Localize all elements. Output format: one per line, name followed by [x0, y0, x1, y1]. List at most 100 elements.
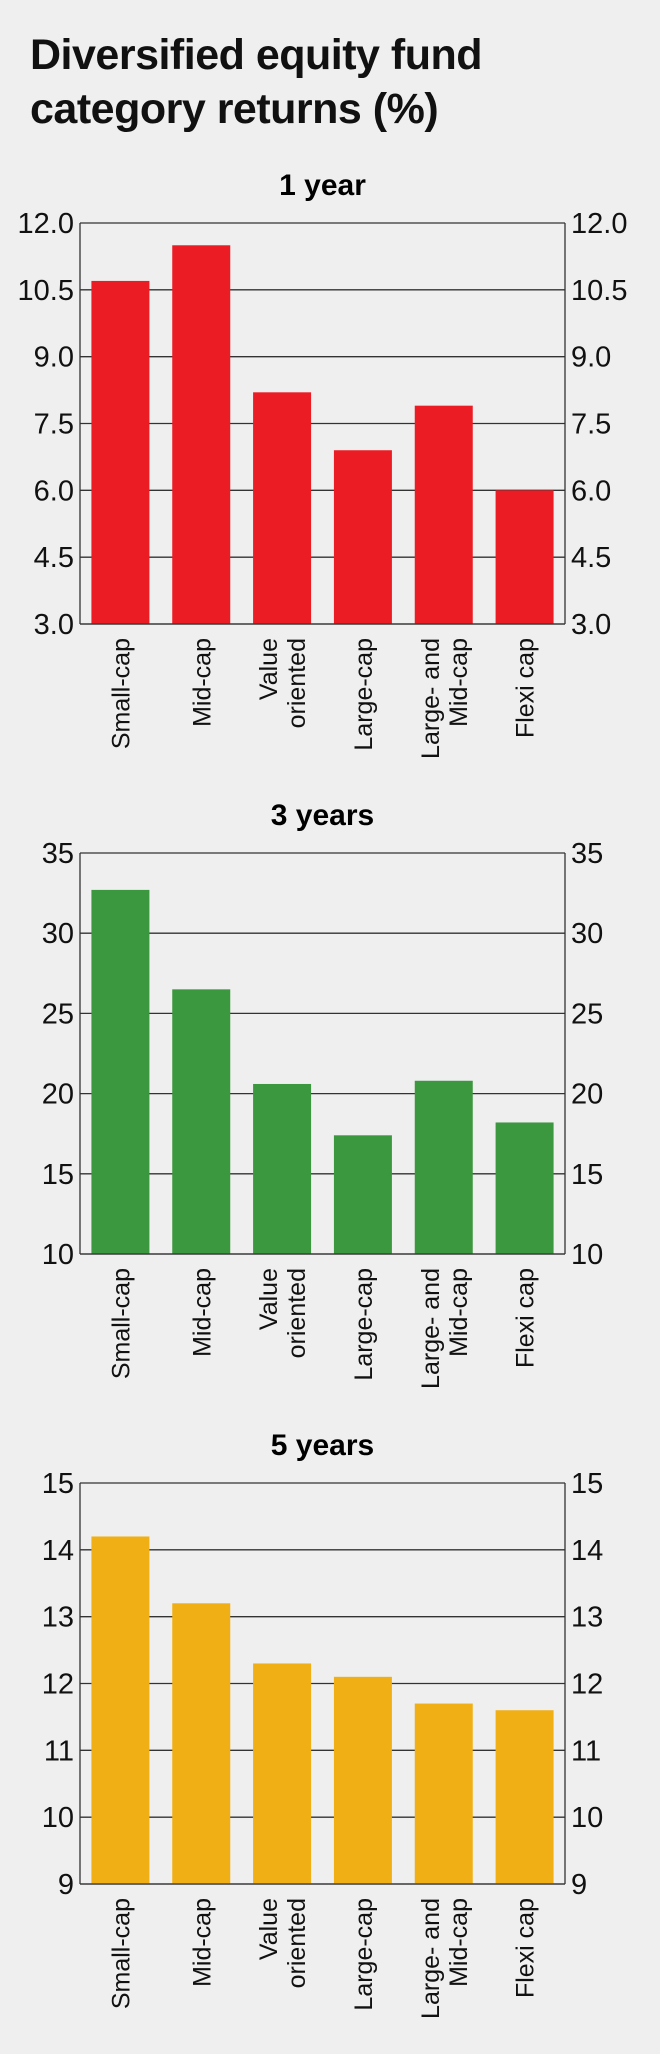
chart-1-year: 1 year 3.0 3.0 4.5 4.5 6.0 6.0 7.5 7.5 9.0 9.0 10.5…	[0, 150, 660, 770]
chart-1-year-ytick-right: 12.0	[571, 208, 627, 240]
chart-1-year-xlabel-flexi-cap: Flexi cap	[512, 638, 540, 738]
chart-3-years-bar-large-and-mid-cap	[414, 1080, 473, 1254]
chart-5-years-bar-small-cap	[91, 1536, 150, 1884]
chart-1-year-ytick-left: 3.0	[34, 609, 74, 641]
chart-1-year-bar-mid-cap	[172, 245, 231, 624]
chart-1-year-xlabel-line: Value	[255, 638, 283, 700]
chart-1-year-ytick-left: 10.5	[18, 275, 74, 307]
chart-1-year-xlabel-line: Large- and	[417, 638, 445, 759]
chart-5-years-bar-large-and-mid-cap	[414, 1703, 473, 1884]
chart-1-year-ytick-left: 9.0	[34, 342, 74, 374]
chart-5-years-xlabel-large-and-mid-cap: Large- and Mid-cap	[417, 1898, 473, 2019]
chart-1-year-xlabel-line: Flexi cap	[512, 638, 540, 738]
chart-3-years-bar-value-oriented	[253, 1083, 312, 1254]
chart-3-years-xlabel-small-cap: Small-cap	[107, 1268, 135, 1379]
chart-3-years-xlabel-line: Small-cap	[107, 1268, 135, 1379]
chart-5-years-ytick-right: 14	[571, 1535, 603, 1567]
chart-1-year-xlabel-line: Small-cap	[107, 638, 135, 749]
chart-1-year-ytick-left: 12.0	[18, 208, 74, 240]
chart-3-years-ytick-right: 30	[571, 918, 603, 950]
chart-1-year-ytick-right: 9.0	[571, 342, 611, 374]
chart-5-years-xlabel-flexi-cap: Flexi cap	[512, 1898, 540, 1998]
chart-5-years-ytick-left: 13	[42, 1602, 74, 1634]
chart-3-years-ytick-left: 15	[42, 1159, 74, 1191]
chart-3-years-ytick-right: 15	[571, 1159, 603, 1191]
chart-5-years-ytick-right: 10	[571, 1802, 603, 1834]
chart-5-years-xlabel-line: Mid-cap	[445, 1898, 473, 1987]
chart-1-year-bar-value-oriented	[253, 392, 312, 624]
chart-5-years-title: 5 years	[271, 1429, 374, 1462]
chart-3-years-bar-large-cap	[333, 1135, 392, 1254]
chart-5-years-ytick-left: 15	[42, 1468, 74, 1500]
chart-1-year-xlabel-value-oriented: Value oriented	[255, 638, 311, 728]
chart-3-years-ytick-right: 35	[571, 838, 603, 870]
chart-3-years-ytick-left: 25	[42, 998, 74, 1030]
chart-5-years-xlabel-line: Large- and	[417, 1898, 445, 2019]
chart-3-years-bar-flexi-cap	[495, 1122, 554, 1254]
chart-1-year-ytick-right: 7.5	[571, 409, 611, 441]
chart-1-year-xlabel-line: oriented	[283, 638, 311, 728]
chart-3-years-xlabel-line: Large- and	[417, 1268, 445, 1389]
chart-1-year-bar-small-cap	[91, 280, 150, 624]
chart-1-year-bar-large-cap	[333, 450, 392, 624]
chart-5-years-xlabel-value-oriented: Value oriented	[255, 1898, 311, 1988]
chart-5-years-ytick-right: 12	[571, 1669, 603, 1701]
chart-5-years-bar-flexi-cap	[495, 1710, 554, 1884]
chart-5-years-xlabel-small-cap: Small-cap	[107, 1898, 135, 2009]
chart-1-year-xlabel-large-cap: Large-cap	[350, 638, 378, 751]
chart-5-years-ytick-left: 9	[58, 1869, 74, 1901]
chart-5-years-xlabel-line: Value	[255, 1898, 283, 1960]
chart-5-years-ytick-right: 9	[571, 1869, 587, 1901]
chart-5-years-ytick-right: 11	[571, 1735, 601, 1767]
chart-1-year-bar-large-and-mid-cap	[414, 405, 473, 624]
chart-3-years-ytick-right: 10	[571, 1239, 603, 1271]
chart-5-years-xlabel-line: Large-cap	[350, 1898, 378, 2011]
chart-1-year-xlabel-small-cap: Small-cap	[107, 638, 135, 749]
chart-1-year-xlabel-line: Large-cap	[350, 638, 378, 751]
chart-1-year-ytick-left: 7.5	[34, 409, 74, 441]
chart-5-years-xlabel-line: Mid-cap	[188, 1898, 216, 1987]
chart-5-years-xlabel-large-cap: Large-cap	[350, 1898, 378, 2011]
chart-3-years-xlabel-value-oriented: Value oriented	[255, 1268, 311, 1358]
chart-5-years-ytick-right: 13	[571, 1602, 603, 1634]
chart-5-years-ytick-left: 11	[44, 1735, 74, 1767]
chart-5-years-xlabel-line: oriented	[283, 1898, 311, 1988]
chart-3-years-xlabel-line: Mid-cap	[445, 1268, 473, 1357]
chart-3-years-xlabel-flexi-cap: Flexi cap	[512, 1268, 540, 1368]
chart-3-years-ytick-right: 25	[571, 998, 603, 1030]
chart-3-years-ytick-left: 10	[42, 1239, 74, 1271]
chart-5-years-xlabel-mid-cap: Mid-cap	[188, 1898, 216, 1987]
chart-3-years-xlabel-line: Mid-cap	[188, 1268, 216, 1357]
chart-3-years-xlabel-line: Large-cap	[350, 1268, 378, 1381]
chart-1-year-bar-flexi-cap	[495, 490, 554, 624]
chart-3-years-xlabel-line: oriented	[283, 1268, 311, 1358]
chart-5-years-xlabel-line: Small-cap	[107, 1898, 135, 2009]
chart-5-years-bar-mid-cap	[172, 1603, 231, 1884]
chart-1-year-xlabel-large-and-mid-cap: Large- and Mid-cap	[417, 638, 473, 759]
chart-5-years-xlabel-line: Flexi cap	[512, 1898, 540, 1998]
chart-3-years-ytick-left: 35	[42, 838, 74, 870]
chart-1-year-ytick-right: 4.5	[571, 542, 611, 574]
chart-3-years-xlabel-line: Value	[255, 1268, 283, 1330]
chart-3-years-ytick-right: 20	[571, 1079, 603, 1111]
chart-3-years-title: 3 years	[271, 799, 374, 832]
chart-5-years-svg: 5 years 9 9 10 10 11 11 12 12 13 13 14 14 15 15 Small-c…	[42, 1429, 604, 2019]
chart-3-years-bar-mid-cap	[172, 989, 231, 1254]
chart-3-years-ytick-left: 30	[42, 918, 74, 950]
chart-3-years-svg: 3 years 10 10 15 15 20 20 25 25 30 30 35 35 Small-cap…	[42, 799, 604, 1389]
chart-3-years-ytick-left: 20	[42, 1079, 74, 1111]
chart-5-years-ytick-left: 10	[42, 1802, 74, 1834]
chart-5-years-ytick-left: 14	[42, 1535, 74, 1567]
chart-1-year-ytick-left: 6.0	[34, 475, 74, 507]
chart-5-years-ytick-right: 15	[571, 1468, 603, 1500]
chart-3-years-xlabel-mid-cap: Mid-cap	[188, 1268, 216, 1357]
chart-1-year-xlabel-line: Mid-cap	[445, 638, 473, 727]
chart-3-years-xlabel-large-cap: Large-cap	[350, 1268, 378, 1381]
chart-5-years-ytick-left: 12	[42, 1669, 74, 1701]
chart-1-year-ytick-right: 10.5	[571, 275, 627, 307]
chart-1-year-ytick-right: 6.0	[571, 475, 611, 507]
chart-1-year-xlabel-mid-cap: Mid-cap	[188, 638, 216, 727]
chart-1-year-svg: 1 year 3.0 3.0 4.5 4.5 6.0 6.0 7.5 7.5 9.0 9.0 10.5…	[18, 169, 628, 759]
chart-3-years-xlabel-large-and-mid-cap: Large- and Mid-cap	[417, 1268, 473, 1389]
chart-3-years: 3 years 10 10 15 15 20 20 25 25 30 30 35 35 Small-cap…	[0, 780, 660, 1400]
